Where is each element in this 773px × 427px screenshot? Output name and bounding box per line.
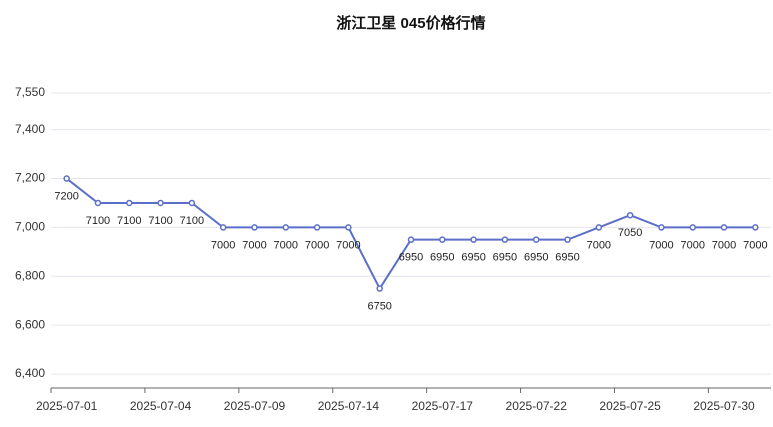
value-label: 7000 xyxy=(712,239,736,251)
value-label: 7050 xyxy=(618,227,642,239)
value-label: 7100 xyxy=(117,215,141,227)
line xyxy=(66,177,756,291)
value-label: 7000 xyxy=(336,239,360,251)
value-label: 6750 xyxy=(367,300,391,312)
chart-title: 浙江卫星 045价格行情 xyxy=(336,14,485,32)
x-tick-label: 2025-07-01 xyxy=(36,399,98,413)
value-label: 7100 xyxy=(180,215,204,227)
y-tick-label: 6,400 xyxy=(15,366,45,380)
value-label: 7000 xyxy=(649,239,673,251)
point xyxy=(470,236,477,243)
value-label: 7100 xyxy=(86,215,110,227)
point xyxy=(595,224,603,231)
value-label: 6950 xyxy=(493,252,517,264)
x-tick-label: 2025-07-22 xyxy=(506,399,568,413)
value-label: 6950 xyxy=(430,252,454,264)
point xyxy=(720,224,728,231)
value-label: 7200 xyxy=(54,190,78,202)
value-label: 7000 xyxy=(587,239,611,251)
value-label: 7000 xyxy=(680,239,704,251)
y-tick-label: 6,800 xyxy=(15,268,45,282)
x-tick-label: 2025-07-09 xyxy=(224,399,286,413)
point xyxy=(439,236,446,243)
value-label: 6950 xyxy=(524,252,548,264)
y-tick-label: 6,600 xyxy=(15,317,45,331)
value-label: 7000 xyxy=(305,239,329,251)
x-tick-label: 2025-07-04 xyxy=(130,399,192,413)
point xyxy=(376,285,383,292)
y-tick-label: 7,000 xyxy=(15,220,45,234)
x-tick-label: 2025-07-17 xyxy=(412,399,474,413)
point xyxy=(219,224,227,231)
point xyxy=(157,199,164,207)
value-label: 6950 xyxy=(555,252,579,264)
point xyxy=(626,211,634,219)
y-tick-label: 7,550 xyxy=(15,85,45,99)
point xyxy=(313,224,321,231)
point xyxy=(63,175,70,182)
point xyxy=(251,224,258,231)
x-tick-label: 2025-07-25 xyxy=(599,399,661,413)
x-tick-label: 2025-07-14 xyxy=(318,399,380,413)
value-label: 7000 xyxy=(743,239,767,251)
point xyxy=(282,224,290,231)
value-label: 6950 xyxy=(461,252,485,264)
value-label: 7000 xyxy=(211,239,235,251)
point xyxy=(94,199,102,207)
point xyxy=(564,236,571,243)
value-label: 6950 xyxy=(399,252,423,264)
point xyxy=(532,236,540,243)
point xyxy=(407,236,415,243)
value-label: 7100 xyxy=(148,215,172,227)
point xyxy=(188,199,196,207)
point xyxy=(658,224,665,231)
point xyxy=(689,224,696,231)
point xyxy=(126,199,133,207)
point xyxy=(501,236,509,243)
x-tick-label: 2025-07-30 xyxy=(693,399,755,413)
value-label: 7000 xyxy=(274,239,298,251)
y-tick-label: 7,200 xyxy=(15,171,45,185)
point xyxy=(345,224,352,231)
value-label: 7000 xyxy=(242,239,266,251)
point xyxy=(752,224,759,231)
y-tick-label: 7,400 xyxy=(15,122,45,136)
